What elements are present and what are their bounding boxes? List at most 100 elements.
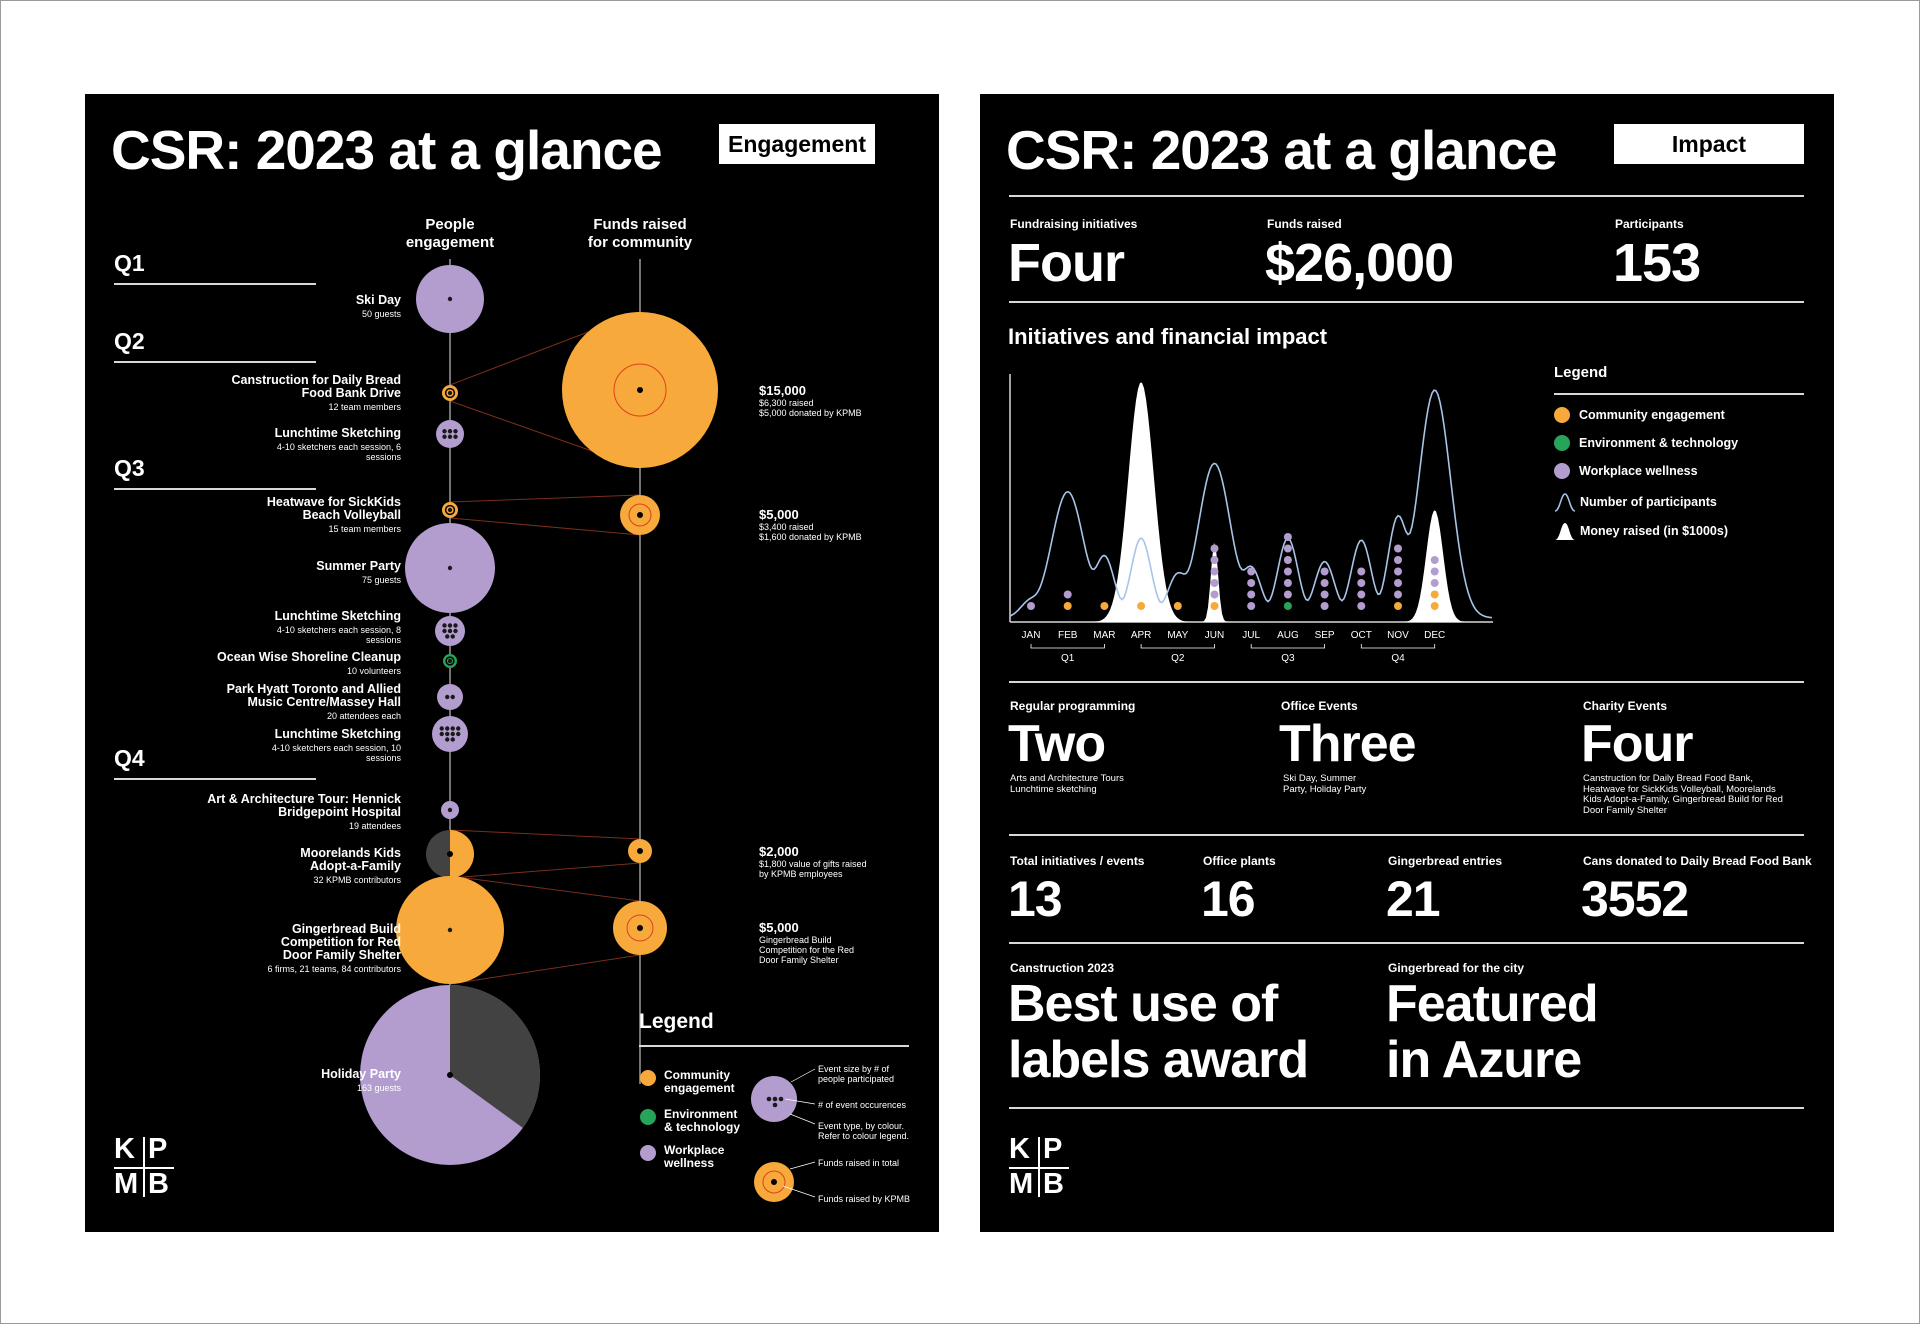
bubble-10-community (450, 830, 474, 878)
divider-2 (1009, 301, 1804, 303)
legend-leader-occ (784, 1098, 816, 1105)
stat-value-total: 13 (1008, 871, 1063, 927)
legend-community: Community engagement (640, 1069, 749, 1095)
bubble-2-occ-4 (447, 434, 453, 439)
bubble-8-occ-9 (450, 737, 455, 742)
event-lunchtime-sketching-q3b: Lunchtime Sketching 4-10 sketchers each s… (271, 727, 401, 764)
bubble-5-occ-7 (450, 634, 455, 639)
bubble-8-occ-2 (450, 726, 455, 731)
event-canstruction: Canstruction for Daily Bread Food Bank D… (231, 373, 401, 413)
stat-desc-office-events: Ski Day, Summer Party, Holiday Party (1283, 773, 1367, 795)
event-dot-mar-community-0 (1100, 602, 1109, 610)
legend-leader-size (790, 1068, 816, 1083)
event-dot-aug-wellness-5 (1283, 544, 1292, 553)
event-dot-nov-wellness-3 (1394, 567, 1402, 576)
event-dot-aug-environment-0 (1283, 602, 1292, 610)
event-dot-sep-wellness-0 (1320, 602, 1329, 610)
fund-bubble-inner-1 (628, 503, 652, 527)
engagement-diagram (360, 259, 816, 1202)
bubble-5-occ-2 (453, 623, 458, 628)
legend-occ-dot-0 (766, 1096, 772, 1102)
month-label-feb: FEB (1058, 630, 1078, 641)
event-park-hyatt: Park Hyatt Toronto and Allied Music Cent… (226, 682, 401, 722)
quarter-bracket-q4 (1360, 644, 1436, 649)
legend-occ-dot-1 (772, 1096, 778, 1102)
bubble-2-occ-1 (447, 429, 453, 434)
month-label-jun: JUN (1205, 630, 1224, 641)
chart-legend-community: Community engagement (1554, 407, 1725, 423)
chart-legend-money: Money raised (in $1000s) (1554, 521, 1728, 541)
bubble-8-occ-7 (456, 731, 461, 737)
legend-wellness: Workplace wellness (640, 1144, 749, 1170)
legend-note-occurrences: # of event occurences (818, 1100, 907, 1110)
connector-top-2 (449, 829, 641, 840)
stat-label-regular: Regular programming (1010, 699, 1136, 713)
award-label-gingerbread: Gingerbread for the city (1388, 961, 1525, 975)
bubble-2-occ-5 (453, 434, 458, 439)
event-ski-day: Ski Day 50 guests (355, 293, 401, 320)
engagement-poster: CSR: 2023 at a glance Engagement People … (85, 94, 939, 1232)
stat-label-participants: Participants (1615, 217, 1684, 231)
connector-bottom-2 (449, 862, 641, 879)
fund-moorelands: $2,000 $1,800 value of gifts raised by KPM… (759, 844, 867, 880)
event-dot-jul-wellness-2 (1247, 579, 1256, 587)
event-art-architecture-tour: Art & Architecture Tour: Hennick Bridgep… (207, 792, 401, 832)
stat-value-gingerbread: 21 (1386, 871, 1441, 927)
bubble-0-occ-0 (447, 296, 453, 302)
event-dot-jun-wellness-3 (1210, 567, 1219, 576)
legend-note-kpmb: Funds raised by KPMB (818, 1194, 911, 1204)
bubble-1-ring (444, 387, 456, 399)
stat-desc-charity: Canstruction for Daily Bread Food Bank, … (1583, 773, 1783, 816)
people-engagement-header: People engagement (405, 216, 495, 251)
chart-legend-participants: Number of participants (1554, 492, 1717, 512)
money-raised-area (1010, 382, 1493, 622)
event-dot-nov-wellness-1 (1394, 590, 1402, 599)
month-label-nov: NOV (1387, 630, 1409, 641)
event-dot-jun-wellness-4 (1210, 556, 1219, 564)
q1-divider (114, 283, 316, 285)
fund-heatwave: $5,000 $3,400 raised $1,600 donated by KPM… (759, 507, 862, 543)
stat-label-fundraising: Fundraising initiatives (1010, 217, 1138, 231)
award-value-canstruction: Best use of labels award (1008, 975, 1309, 1089)
funds-raised-header: Funds raised for community (587, 216, 693, 251)
poster-title: CSR: 2023 at a glance (111, 119, 663, 181)
q3-divider (114, 488, 316, 490)
event-dot-aug-wellness-6 (1283, 533, 1292, 541)
event-dot-jun-wellness-1 (1210, 590, 1219, 599)
month-label-jan: JAN (1022, 630, 1041, 641)
stat-value-fundraising: Four (1008, 233, 1125, 293)
chart-legend-wellness: Workplace wellness (1554, 463, 1698, 479)
bubble-8-occ-6 (450, 731, 455, 737)
connector-top-3 (449, 875, 641, 902)
event-dot-oct-wellness-0 (1357, 602, 1366, 610)
event-holiday-party: Holiday Party 163 guests (321, 1067, 401, 1094)
q2-divider (114, 361, 316, 363)
participants-line (1009, 389, 1493, 619)
money-area-icon (1555, 523, 1575, 540)
bubble-8-occ-4 (439, 731, 444, 737)
stat-label-plants: Office plants (1203, 854, 1276, 868)
bubble-5-occ-4 (447, 628, 453, 634)
participants-curve-icon (1554, 493, 1576, 512)
connector-bottom-1 (449, 517, 641, 536)
stat-label-office-events: Office Events (1281, 699, 1358, 713)
event-dot-dec-wellness-4 (1430, 556, 1439, 564)
legend-title: Legend (639, 1010, 714, 1033)
bubble-7-occ-0 (445, 694, 450, 700)
bubble-2-occ-2 (453, 429, 458, 434)
fund-bubble-dot-1 (637, 512, 643, 518)
bubble-4-occ-0 (447, 565, 453, 571)
month-label-mar: MAR (1093, 630, 1115, 641)
event-dot-dec-community-1 (1430, 590, 1439, 599)
award-value-gingerbread: Featured in Azure (1386, 975, 1599, 1089)
divider-top (1009, 195, 1804, 197)
impact-chart: JAN FEB MAR APR MAY JUN JUL AUG SEP OCT NOV DEC Q1 Q2… (1009, 374, 1493, 664)
event-dot-nov-wellness-5 (1394, 544, 1402, 553)
stat-label-charity: Charity Events (1583, 699, 1668, 713)
chart-legend-divider (1554, 393, 1804, 395)
fund-bubble-inner-0 (613, 363, 667, 417)
quarter-label-q3: Q3 (1281, 653, 1295, 664)
event-dot-oct-wellness-1 (1357, 590, 1366, 599)
bubble-8-occ-0 (439, 726, 444, 731)
